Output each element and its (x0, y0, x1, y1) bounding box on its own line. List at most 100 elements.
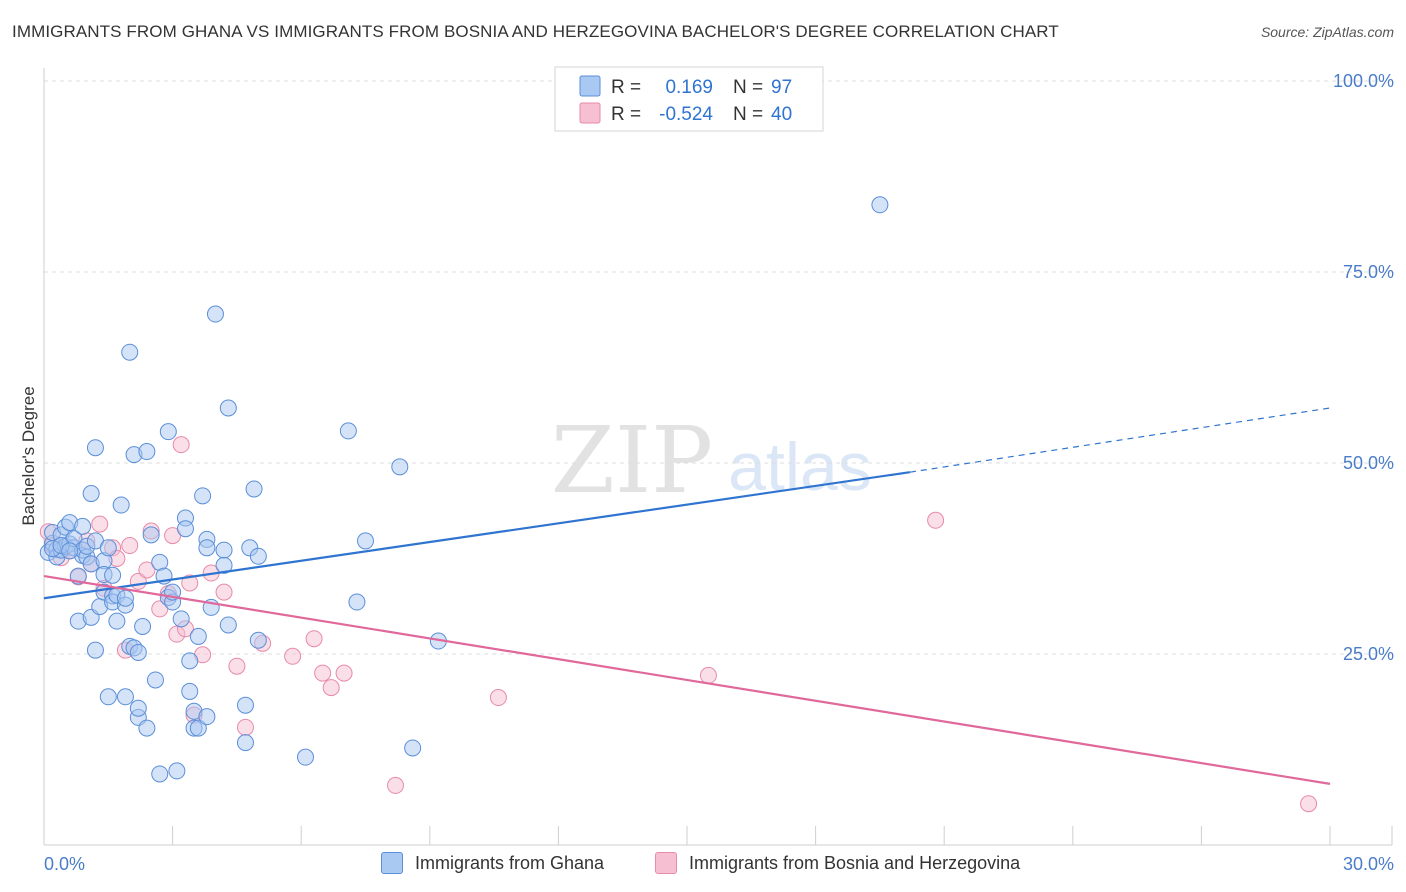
ghana-point-63 (176, 520, 194, 538)
ghana-point-70 (194, 487, 212, 505)
y-tick-labels: 25.0% 50.0% 75.0% 100.0% (1333, 71, 1394, 664)
bosnia-point-39 (1300, 795, 1318, 813)
x-tick-label-min: 0.0% (44, 854, 85, 874)
ghana-point-79 (219, 616, 237, 634)
ghana-point-93 (871, 196, 889, 214)
ghana-point-49 (138, 719, 156, 737)
ghana-point-21 (82, 485, 100, 503)
gridlines (44, 80, 1392, 655)
x-tick-label-max: 30.0% (1343, 854, 1394, 874)
ghana-point-46 (129, 699, 147, 717)
ghana-point-84 (249, 547, 267, 565)
ghana-point-38 (116, 688, 134, 706)
ghana-point-34 (104, 566, 122, 584)
ghana-point-68 (189, 719, 207, 737)
stats-r-label-ghana: R = (611, 77, 641, 98)
ghana-point-73 (198, 708, 216, 726)
ghana-point-48 (134, 617, 152, 635)
bosnia-point-33 (322, 679, 340, 697)
bosnia-point-38 (927, 511, 945, 529)
trend-lines (43, 407, 1331, 785)
ghana-point-91 (404, 739, 422, 757)
ghana-point-81 (236, 734, 254, 752)
bosnia-point-22 (181, 574, 199, 592)
ghana-point-24 (86, 641, 104, 659)
y-tick-label-3: 100.0% (1333, 71, 1394, 91)
y-axis-label: Bachelor's Degree (19, 386, 38, 525)
watermark-zip: ZIP (551, 407, 713, 514)
ghana-point-15 (74, 517, 92, 535)
ghana-point-85 (249, 631, 267, 649)
ghana-point-64 (181, 652, 199, 670)
stats-swatch-ghana (579, 75, 601, 97)
bosnia-point-32 (314, 664, 332, 682)
ghana-point-96 (61, 542, 79, 560)
stats-n-label-ghana: N = (733, 77, 763, 98)
ghana-point-35 (108, 612, 126, 630)
ghana-point-37 (112, 496, 130, 514)
legend-bosnia[interactable]: Immigrants from Bosnia and Herzegovina (655, 852, 1020, 874)
ghana-point-86 (296, 748, 314, 766)
ghana-point-30 (99, 688, 117, 706)
ghana-point-61 (172, 610, 190, 628)
ghana-point-87 (339, 422, 357, 440)
ghana-point-60 (168, 762, 186, 780)
bosnia-point-26 (215, 583, 233, 601)
stats-swatch-bosnia (579, 102, 601, 124)
stats-box: R = 0.169 N = 97 R = -0.524 N = 40 (554, 66, 824, 132)
ghana-point-72 (198, 539, 216, 557)
ghana-point-47 (129, 643, 147, 661)
ghana-point-65 (181, 682, 199, 700)
ghana-point-31 (99, 539, 117, 557)
bosnia-trend-line (43, 574, 1331, 785)
ghana-point-23 (86, 439, 104, 457)
bosnia-point-28 (236, 718, 254, 736)
stats-r-value-bosnia: -0.524 (659, 104, 713, 125)
ghana-point-52 (146, 671, 164, 689)
bosnia-point-7 (91, 515, 109, 533)
y-tick-label-0: 25.0% (1343, 644, 1394, 664)
bosnia-point-35 (387, 776, 405, 794)
bosnia-point-30 (284, 647, 302, 665)
ghana-point-42 (121, 343, 139, 361)
ghana-point-76 (215, 541, 233, 559)
ghana-point-51 (142, 526, 160, 544)
ghana-point-75 (206, 305, 224, 323)
bosnia-point-20 (172, 436, 190, 454)
ghana-points (39, 196, 889, 783)
ghana-point-69 (189, 627, 207, 645)
bosnia-point-27 (228, 657, 246, 675)
y-tick-label-1: 50.0% (1343, 453, 1394, 473)
ghana-point-40 (116, 589, 134, 607)
bosnia-point-31 (305, 630, 323, 648)
stats-n-value-bosnia: 40 (771, 104, 792, 125)
bosnia-point-37 (699, 666, 717, 684)
stats-r-label-bosnia: R = (611, 104, 641, 125)
legend-ghana[interactable]: Immigrants from Ghana (381, 852, 604, 874)
ghana-point-89 (357, 532, 374, 550)
axes (43, 68, 1393, 846)
stats-n-value-ghana: 97 (771, 77, 792, 98)
source-label: Source: ZipAtlas.com (1260, 24, 1394, 40)
chart-title: IMMIGRANTS FROM GHANA VS IMMIGRANTS FROM… (12, 22, 1059, 41)
ghana-point-78 (219, 399, 237, 417)
ghana-trend-extension (909, 407, 1331, 473)
stats-r-value-ghana: 0.169 (665, 77, 713, 98)
ghana-point-80 (236, 696, 254, 714)
bosnia-point-36 (489, 689, 507, 707)
bosnia-point-14 (138, 561, 156, 579)
legend-label-ghana: Immigrants from Ghana (415, 852, 605, 873)
ghana-point-50 (138, 443, 156, 461)
ghana-point-57 (159, 423, 177, 441)
watermark-atlas: atlas (728, 429, 872, 505)
ghana-point-83 (245, 480, 263, 498)
legend-label-bosnia: Immigrants from Bosnia and Herzegovina (689, 852, 1021, 873)
ghana-point-77 (215, 556, 233, 574)
ghana-point-88 (348, 593, 366, 611)
stats-n-label-bosnia: N = (733, 104, 763, 125)
bosnia-point-12 (121, 537, 139, 555)
legend-swatch-ghana (381, 852, 403, 874)
y-tick-label-2: 75.0% (1343, 262, 1394, 282)
ghana-trend-line (43, 471, 911, 600)
